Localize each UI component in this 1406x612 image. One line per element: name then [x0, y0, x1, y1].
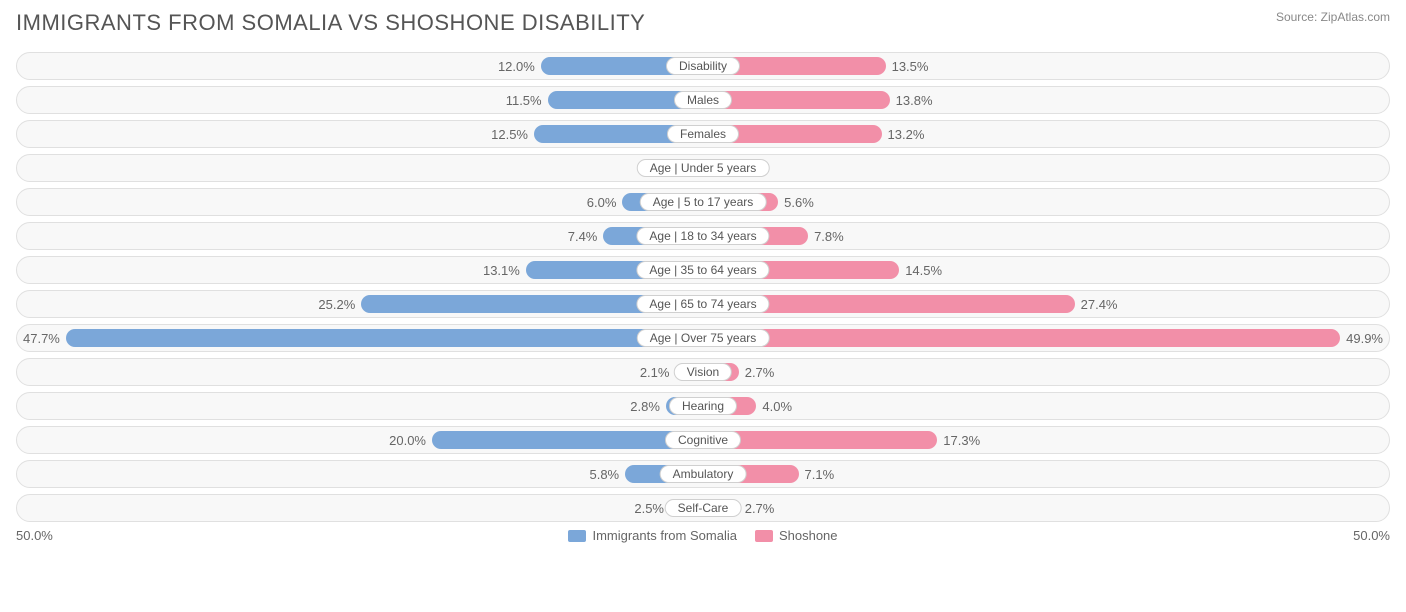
left-value-label: 2.5% — [634, 501, 664, 516]
left-value-label: 13.1% — [483, 263, 520, 278]
row-left-half: 7.4% — [23, 226, 703, 246]
left-value-label: 2.1% — [640, 365, 670, 380]
row-category-label: Age | Over 75 years — [637, 329, 770, 347]
right-value-label: 13.5% — [892, 59, 929, 74]
row-left-half: 11.5% — [23, 90, 703, 110]
row-left-half: 13.1% — [23, 260, 703, 280]
row-right-half: 17.3% — [703, 430, 1383, 450]
legend-label-left: Immigrants from Somalia — [592, 528, 736, 543]
legend-item-left: Immigrants from Somalia — [568, 528, 736, 543]
chart-row: 2.5% 2.7%Self-Care — [16, 494, 1390, 522]
left-bar — [432, 431, 704, 449]
row-left-half: 12.0% — [23, 56, 703, 76]
right-value-label: 13.8% — [896, 93, 933, 108]
row-right-half: 27.4% — [703, 294, 1383, 314]
legend-label-right: Shoshone — [779, 528, 838, 543]
row-category-label: Self-Care — [665, 499, 742, 517]
row-right-half: 4.0% — [703, 396, 1383, 416]
left-value-label: 47.7% — [23, 331, 60, 346]
row-category-label: Males — [674, 91, 732, 109]
row-right-half: 7.8% — [703, 226, 1383, 246]
row-right-half: 14.5% — [703, 260, 1383, 280]
row-left-half: 2.8% — [23, 396, 703, 416]
chart-legend: Immigrants from Somalia Shoshone — [53, 528, 1353, 543]
row-category-label: Age | 5 to 17 years — [640, 193, 767, 211]
chart-row: 11.5% 13.8% Males — [16, 86, 1390, 114]
row-category-label: Disability — [666, 57, 740, 75]
chart-row: 7.4% 7.8% Age | 18 to 34 years — [16, 222, 1390, 250]
chart-row: 6.0% 5.6% Age | 5 to 17 years — [16, 188, 1390, 216]
row-left-half: 5.8% — [23, 464, 703, 484]
axis-right-max: 50.0% — [1353, 528, 1390, 543]
chart-row: 2.8% 4.0% Hearing — [16, 392, 1390, 420]
right-value-label: 7.1% — [805, 467, 835, 482]
left-value-label: 25.2% — [318, 297, 355, 312]
row-category-label: Age | 18 to 34 years — [636, 227, 769, 245]
row-left-half: 2.5% — [23, 498, 703, 518]
chart-row: 20.0% 17.3% Cognitive — [16, 426, 1390, 454]
chart-title: IMMIGRANTS FROM SOMALIA VS SHOSHONE DISA… — [16, 10, 645, 36]
right-value-label: 4.0% — [762, 399, 792, 414]
row-right-half: 7.1% — [703, 464, 1383, 484]
row-category-label: Females — [667, 125, 739, 143]
left-value-label: 11.5% — [506, 93, 542, 108]
row-right-half: 13.5% — [703, 56, 1383, 76]
left-value-label: 12.5% — [491, 127, 528, 142]
row-right-half: 13.2% — [703, 124, 1383, 144]
right-value-label: 13.2% — [888, 127, 925, 142]
chart-row: 25.2% 27.4% Age | 65 to 74 years — [16, 290, 1390, 318]
row-left-half: 6.0% — [23, 192, 703, 212]
row-right-half: 13.8% — [703, 90, 1383, 110]
row-right-half: 49.9% — [703, 328, 1383, 348]
right-value-label: 14.5% — [905, 263, 942, 278]
row-left-half: 12.5% — [23, 124, 703, 144]
chart-row: 2.1% 2.7% Vision — [16, 358, 1390, 386]
row-category-label: Cognitive — [665, 431, 741, 449]
row-right-half: 1.6% — [703, 158, 1383, 178]
right-value-label: 2.7% — [745, 365, 775, 380]
row-category-label: Age | 65 to 74 years — [636, 295, 769, 313]
row-left-half: 25.2% — [23, 294, 703, 314]
right-value-label: 7.8% — [814, 229, 844, 244]
row-right-half: 2.7% — [703, 498, 1383, 518]
left-value-label: 2.8% — [630, 399, 660, 414]
legend-swatch-left — [568, 530, 586, 542]
row-category-label: Age | Under 5 years — [637, 159, 770, 177]
right-bar — [702, 329, 1340, 347]
row-left-half: 47.7% — [23, 328, 703, 348]
row-right-half: 2.7% — [703, 362, 1383, 382]
row-right-half: 5.6% — [703, 192, 1383, 212]
row-left-half: 20.0% — [23, 430, 703, 450]
left-value-label: 5.8% — [589, 467, 619, 482]
row-category-label: Age | 35 to 64 years — [636, 261, 769, 279]
chart-row: 12.5% 13.2% Females — [16, 120, 1390, 148]
right-value-label: 5.6% — [784, 195, 814, 210]
right-value-label: 27.4% — [1081, 297, 1118, 312]
chart-row: 5.8% 7.1% Ambulatory — [16, 460, 1390, 488]
diverging-bar-chart: 12.0% 13.5% Disability 11.5% 13.8% Males 12.5%… — [16, 52, 1390, 522]
right-value-label: 17.3% — [943, 433, 980, 448]
row-category-label: Ambulatory — [660, 465, 747, 483]
chart-row: 1.3%1.6%Age | Under 5 years — [16, 154, 1390, 182]
chart-row: 13.1% 14.5% Age | 35 to 64 years — [16, 256, 1390, 284]
left-value-label: 20.0% — [389, 433, 426, 448]
axis-left-max: 50.0% — [16, 528, 53, 543]
row-category-label: Vision — [674, 363, 732, 381]
legend-swatch-right — [755, 530, 773, 542]
row-left-half: 2.1% — [23, 362, 703, 382]
chart-source: Source: ZipAtlas.com — [1276, 10, 1390, 24]
left-value-label: 12.0% — [498, 59, 535, 74]
chart-row: 12.0% 13.5% Disability — [16, 52, 1390, 80]
right-value-label: 49.9% — [1346, 331, 1383, 346]
row-category-label: Hearing — [669, 397, 737, 415]
chart-row: 47.7% 49.9% Age | Over 75 years — [16, 324, 1390, 352]
left-bar — [66, 329, 704, 347]
left-value-label: 7.4% — [568, 229, 598, 244]
row-left-half: 1.3% — [23, 158, 703, 178]
chart-header: IMMIGRANTS FROM SOMALIA VS SHOSHONE DISA… — [16, 10, 1390, 36]
right-value-label: 2.7% — [745, 501, 775, 516]
chart-footer: 50.0% Immigrants from Somalia Shoshone 5… — [16, 528, 1390, 543]
legend-item-right: Shoshone — [755, 528, 838, 543]
left-value-label: 6.0% — [587, 195, 617, 210]
